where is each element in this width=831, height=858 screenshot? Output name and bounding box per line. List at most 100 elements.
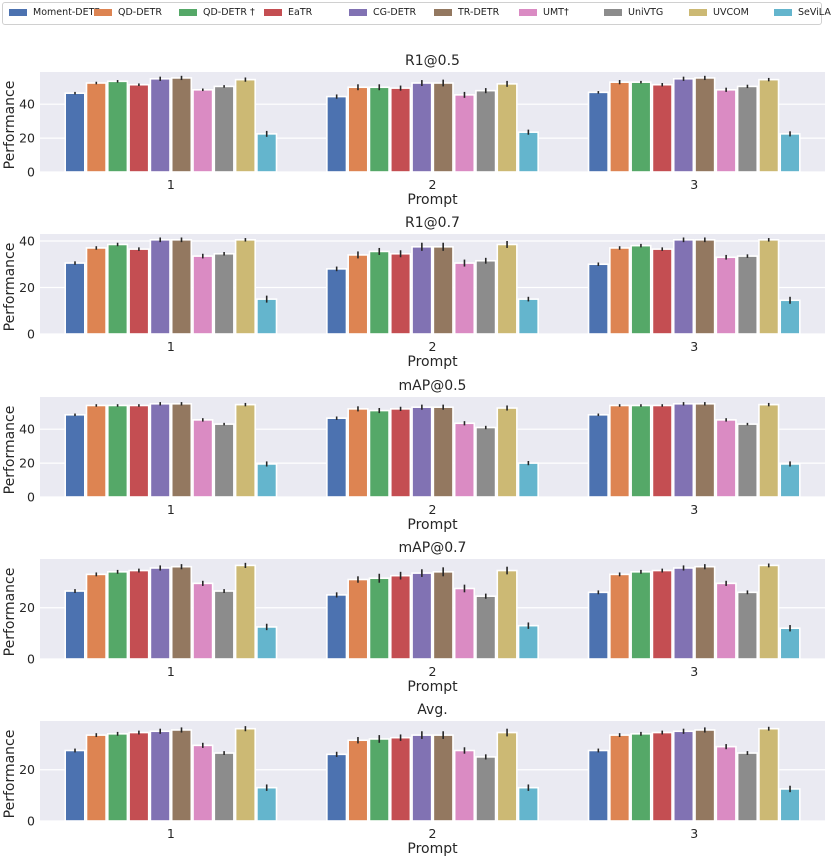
x-tick-label: 3 bbox=[690, 177, 698, 192]
bar bbox=[651, 248, 673, 335]
bar bbox=[517, 298, 539, 335]
bar bbox=[758, 564, 780, 660]
bar bbox=[128, 569, 150, 660]
bar bbox=[496, 731, 518, 822]
y-tick-label: 40 bbox=[19, 422, 35, 437]
x-tick-label: 2 bbox=[429, 664, 437, 679]
bar bbox=[672, 567, 695, 660]
bar bbox=[475, 426, 497, 498]
bar bbox=[347, 254, 369, 335]
bar bbox=[192, 88, 214, 173]
bar bbox=[85, 247, 107, 335]
bar bbox=[107, 80, 129, 173]
bar bbox=[170, 77, 193, 173]
bar bbox=[715, 582, 737, 660]
bar bbox=[736, 591, 759, 660]
bar bbox=[475, 756, 497, 822]
bar bbox=[347, 408, 369, 498]
bar bbox=[758, 403, 780, 498]
y-axis-label: Performance bbox=[2, 568, 18, 657]
panel-title: Avg. bbox=[417, 702, 447, 718]
x-tick-label: 1 bbox=[167, 502, 175, 517]
bar bbox=[736, 85, 759, 173]
chart-panel: 0 20 40 1 2 3 R1@0.7 Prompt Performance bbox=[2, 215, 825, 370]
bar bbox=[453, 749, 476, 822]
bar bbox=[256, 626, 278, 660]
bar bbox=[64, 590, 86, 660]
bar bbox=[107, 243, 129, 335]
plot-area bbox=[40, 721, 825, 821]
bar bbox=[496, 569, 518, 660]
bar bbox=[128, 83, 150, 173]
legend-swatch bbox=[94, 9, 112, 16]
bar bbox=[213, 252, 235, 335]
bar bbox=[411, 572, 433, 660]
bar bbox=[517, 786, 539, 822]
legend-swatch bbox=[434, 9, 452, 16]
bar bbox=[758, 727, 780, 822]
bar bbox=[651, 83, 673, 173]
legend-swatch bbox=[604, 9, 622, 16]
bar bbox=[609, 247, 631, 335]
legend-swatch bbox=[9, 9, 27, 16]
bar bbox=[694, 729, 716, 822]
panel-title: mAP@0.5 bbox=[399, 378, 467, 394]
bar bbox=[64, 413, 86, 498]
bar bbox=[609, 573, 631, 660]
legend-swatch bbox=[349, 9, 367, 16]
bar bbox=[672, 402, 695, 498]
y-tick-label: 20 bbox=[19, 280, 35, 295]
bar bbox=[326, 417, 348, 498]
y-axis-label: Performance bbox=[2, 730, 18, 819]
x-tick-label: 3 bbox=[690, 339, 698, 354]
legend-label: SeViLA bbox=[798, 7, 831, 18]
bar bbox=[192, 744, 214, 822]
bar bbox=[368, 577, 390, 660]
bar bbox=[234, 78, 257, 173]
y-tick-label: 0 bbox=[27, 814, 35, 829]
bar bbox=[347, 739, 369, 822]
bar bbox=[758, 239, 780, 335]
legend-label: UniVTG bbox=[628, 7, 664, 18]
plot-area bbox=[40, 559, 825, 659]
x-axis-label: Prompt bbox=[407, 354, 458, 370]
bar bbox=[256, 463, 278, 498]
legend-label: CG-DETR bbox=[373, 7, 417, 18]
bar bbox=[715, 745, 737, 822]
bar bbox=[234, 239, 257, 335]
x-tick-label: 1 bbox=[167, 826, 175, 841]
x-tick-label: 2 bbox=[429, 339, 437, 354]
bar bbox=[587, 591, 609, 660]
bar bbox=[453, 94, 476, 173]
bar bbox=[149, 402, 171, 498]
bar bbox=[517, 624, 539, 660]
bar bbox=[85, 404, 107, 498]
bar bbox=[213, 752, 235, 822]
bar bbox=[715, 88, 737, 173]
panel-title: R1@0.7 bbox=[405, 215, 460, 231]
bar bbox=[736, 752, 759, 822]
bar bbox=[347, 86, 369, 173]
bar bbox=[411, 406, 433, 498]
bar bbox=[213, 423, 235, 498]
bar bbox=[234, 727, 257, 822]
bar bbox=[609, 734, 631, 822]
bar bbox=[496, 83, 518, 173]
chart-panel: 0 20 40 1 2 3 mAP@0.5 Prompt Performance bbox=[2, 378, 825, 533]
legend-label: QD-DETR † bbox=[203, 7, 255, 18]
bar bbox=[85, 573, 107, 660]
plot-area bbox=[40, 72, 825, 172]
legend-swatch bbox=[689, 9, 707, 16]
bar bbox=[213, 85, 235, 173]
bar bbox=[587, 91, 609, 173]
bar bbox=[609, 81, 631, 173]
y-tick-label: 0 bbox=[27, 652, 35, 667]
chart-panel: 20 0 1 2 3 mAP@0.7 Prompt Performance bbox=[2, 540, 825, 695]
bar bbox=[326, 594, 348, 660]
bar bbox=[149, 77, 171, 173]
bar bbox=[368, 86, 390, 173]
legend-label: QD-DETR bbox=[118, 7, 162, 18]
bar bbox=[475, 89, 497, 173]
bar bbox=[389, 408, 412, 498]
